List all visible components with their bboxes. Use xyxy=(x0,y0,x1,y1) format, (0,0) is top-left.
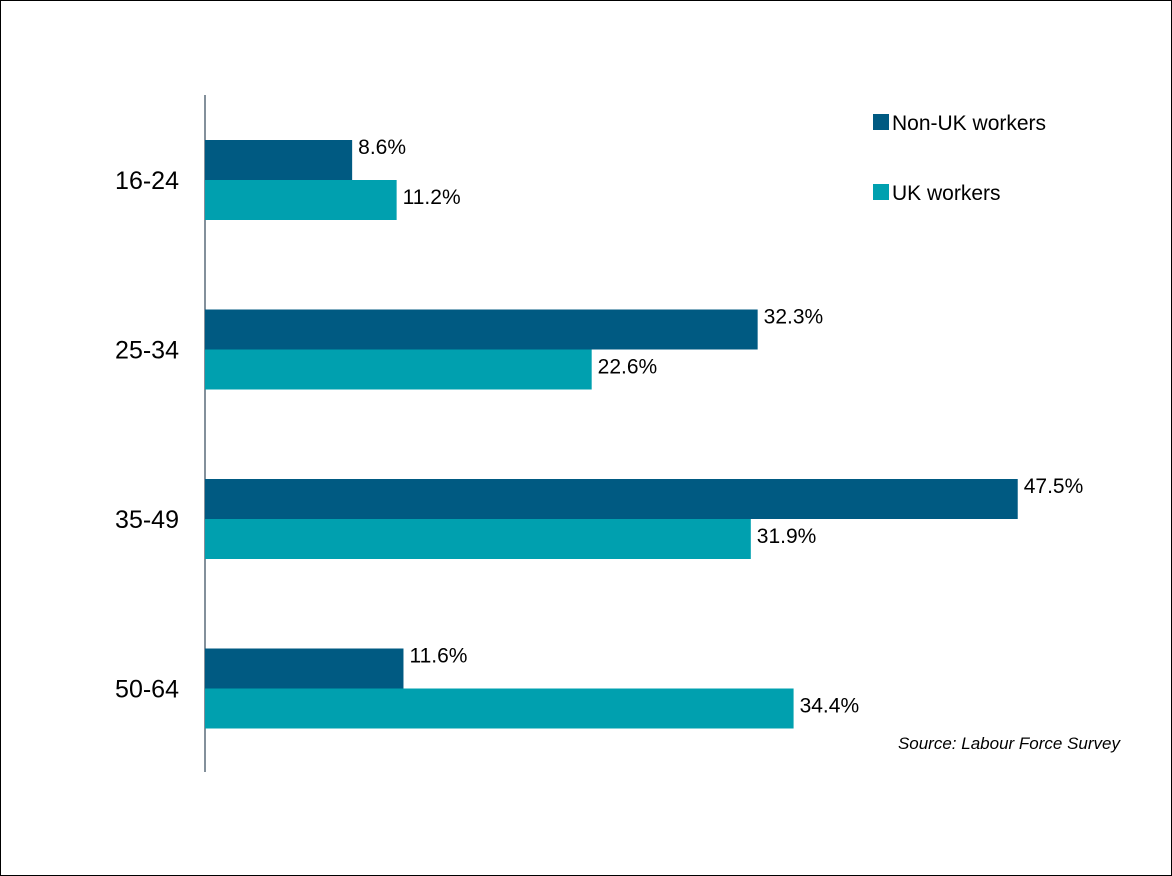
data-label: 11.6% xyxy=(409,645,467,668)
data-label: 8.6% xyxy=(358,136,406,159)
legend-swatch xyxy=(873,114,889,130)
bar xyxy=(205,140,353,180)
source-note: Source: Labour Force Survey xyxy=(897,734,1120,753)
category-label: 35-49 xyxy=(115,506,179,534)
category-label: 16-24 xyxy=(115,167,179,195)
data-label: 11.2% xyxy=(403,186,461,209)
data-label: 31.9% xyxy=(757,525,817,548)
bar xyxy=(205,519,751,559)
bar xyxy=(205,648,404,689)
category-label: 25-34 xyxy=(115,337,179,365)
legend-swatch xyxy=(873,184,889,200)
legend-label: Non-UK workers xyxy=(892,112,1046,135)
bar xyxy=(205,309,758,350)
data-label: 47.5% xyxy=(1024,475,1084,498)
category-label: 50-64 xyxy=(115,676,179,704)
data-label: 32.3% xyxy=(764,306,824,329)
data-label: 34.4% xyxy=(800,695,860,718)
bars-group: 16-24 8.6% 11.2% 25-34 32.3% 22.6% 35-49 47.5% 3… xyxy=(115,136,1083,729)
legend-label: UK workers xyxy=(892,182,1001,205)
data-label: 22.6% xyxy=(598,356,658,379)
bar xyxy=(205,349,592,390)
bar xyxy=(205,180,397,220)
bar xyxy=(205,688,794,729)
legend: Non-UK workers UK workers xyxy=(873,112,1046,205)
bar xyxy=(205,479,1018,519)
